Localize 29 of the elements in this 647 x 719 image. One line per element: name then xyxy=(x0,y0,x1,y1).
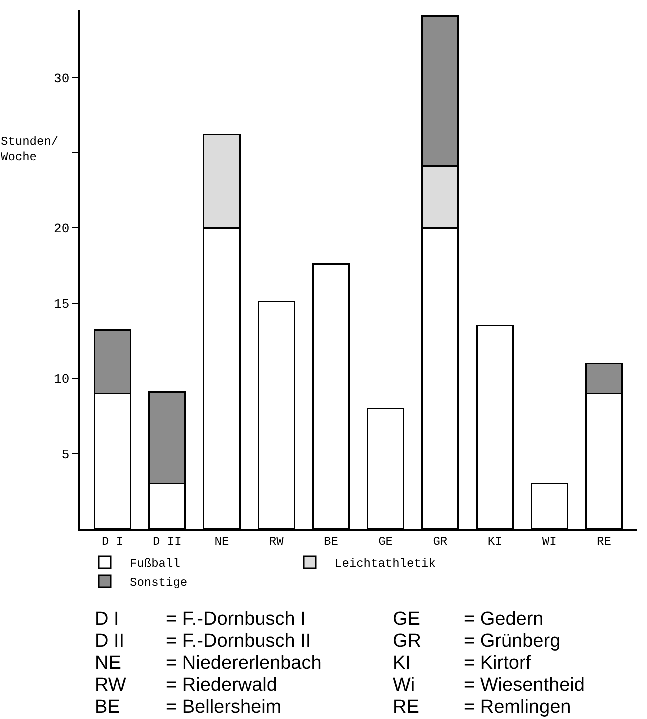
y-tick-label: 30 xyxy=(54,71,70,86)
text: GE = Gedern xyxy=(393,609,544,630)
x-tick-label: GR xyxy=(433,535,448,550)
legend-label: Leichtathletik xyxy=(335,557,436,572)
text: NE = Niedererlenbach xyxy=(95,653,322,674)
legend-label: Fußball xyxy=(130,557,180,572)
x-tick-label: GE xyxy=(378,535,394,550)
text: KI = Kirtorf xyxy=(393,653,532,674)
x-tick-label: D II xyxy=(152,535,182,550)
x-tick-label: NE xyxy=(214,535,230,550)
x-tick-label: WI xyxy=(542,535,557,550)
text: D II = F.-Dornbusch II xyxy=(95,631,312,652)
text: Wi = Wiesentheid xyxy=(393,675,585,696)
y-tick-label: 5 xyxy=(62,447,70,462)
text: GR = Grünberg xyxy=(393,631,561,652)
legend-label: Sonstige xyxy=(130,576,188,590)
x-tick-label: BE xyxy=(324,535,338,550)
text: BE = Bellersheim xyxy=(95,697,282,718)
x-tick-label: KI xyxy=(488,535,502,550)
y-axis-title: Stunden/ Woche xyxy=(1,135,59,165)
x-tick-label: RE xyxy=(597,535,612,550)
text: RW = Riederwald xyxy=(95,675,278,696)
y-tick-label: 10 xyxy=(54,372,70,388)
x-tick-label: D I xyxy=(102,535,124,550)
text: RE = Remlingen xyxy=(393,697,572,718)
y-tick-label: 15 xyxy=(54,296,70,312)
text: D I = F.-Dornbusch I xyxy=(95,609,306,630)
y-tick-label: 20 xyxy=(54,222,70,237)
x-tick-label: RW xyxy=(269,535,285,550)
